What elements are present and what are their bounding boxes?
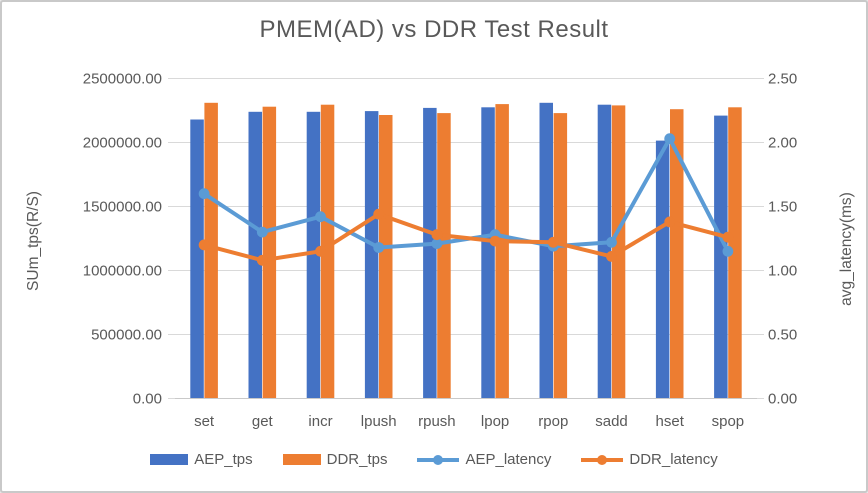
right-axis-tick-label: 1.50: [768, 199, 797, 216]
legend-item-ddr-latency: DDR_latency: [581, 451, 718, 468]
left-axis-tick-label: 500000.00: [91, 327, 162, 344]
x-axis-category-label: spop: [712, 413, 745, 430]
marker-DDR_latency-set: [198, 239, 210, 251]
bar-AEP_tps-set: [190, 119, 204, 399]
bar-AEP_tps-rpush: [423, 107, 437, 399]
bar-DDR_tps-rpush: [437, 113, 451, 399]
legend-swatch-ddr-latency-icon: [581, 454, 624, 466]
marker-AEP_latency-lpush: [373, 242, 385, 253]
legend-label-aep-tps: AEP_tps: [194, 451, 253, 468]
legend-item-aep-tps: AEP_tps: [150, 451, 253, 468]
bars-DDR_tps: [204, 102, 742, 399]
bar-DDR_tps-get: [262, 106, 277, 399]
x-axis-category-label: rpop: [538, 413, 568, 430]
marker-AEP_latency-get: [256, 226, 268, 238]
marker-DDR_latency-spop: [722, 231, 734, 243]
line-DDR_latency: [198, 208, 734, 266]
bar-DDR_tps-incr: [320, 104, 335, 399]
bar-DDR_tps-lpop: [495, 104, 509, 399]
bar-DDR_tps-hset: [670, 109, 684, 399]
legend-swatch-aep-tps-icon: [150, 454, 189, 465]
right-axis-tick-label: 0.50: [768, 327, 797, 344]
bar-AEP_tps-sadd: [597, 104, 612, 399]
marker-AEP_latency-set: [198, 188, 210, 200]
left-axis-tick-label: 2000000.00: [83, 135, 162, 152]
marker-DDR_latency-lpush: [373, 208, 385, 220]
marker-DDR_latency-incr: [315, 245, 326, 257]
right-axis-tick-label: 1.00: [768, 263, 797, 280]
marker-DDR_latency-rpush: [431, 229, 443, 241]
marker-DDR_latency-rpop: [547, 236, 559, 248]
left-axis-tick-label: 2500000.00: [83, 71, 162, 88]
left-axis-tick-label: 1000000.00: [83, 263, 162, 280]
x-axis-category-label: hset: [656, 413, 685, 430]
x-axis-category-label: get: [252, 413, 274, 430]
marker-AEP_latency-hset: [664, 133, 676, 145]
bar-DDR_tps-rpop: [553, 113, 568, 399]
left-axis-tick-label: 1500000.00: [83, 199, 162, 216]
marker-DDR_latency-lpop: [489, 235, 501, 247]
legend-swatch-aep-latency-icon: [417, 454, 460, 466]
bar-AEP_tps-lpop: [481, 107, 495, 399]
x-axis-category-label: incr: [308, 413, 332, 430]
bars-AEP_tps: [190, 102, 728, 399]
legend-swatch-ddr-tps-icon: [282, 454, 321, 465]
left-axis-tick-label: 0.00: [133, 391, 162, 408]
bar-AEP_tps-spop: [714, 115, 728, 399]
legend-item-ddr-tps: DDR_tps: [282, 451, 388, 468]
bar-DDR_tps-spop: [728, 107, 742, 399]
x-axis-category-label: lpush: [361, 413, 397, 430]
marker-DDR_latency-get: [256, 254, 268, 266]
legend-label-ddr-tps: DDR_tps: [326, 451, 388, 468]
right-axis-tick-label: 2.50: [768, 71, 797, 88]
chart-title: PMEM(AD) vs DDR Test Result: [259, 16, 609, 43]
bar-AEP_tps-get: [248, 111, 262, 399]
marker-AEP_latency-spop: [722, 245, 734, 257]
x-axis-category-label: rpush: [418, 413, 456, 430]
marker-AEP_latency-sadd: [606, 236, 617, 248]
bar-AEP_tps-lpush: [364, 111, 379, 399]
x-axis-category-label: lpop: [481, 413, 509, 430]
right-axis-tick-label: 0.00: [768, 391, 797, 408]
legend-item-aep-latency: AEP_latency: [417, 451, 551, 468]
bar-DDR_tps-lpush: [379, 115, 393, 399]
bar-AEP_tps-hset: [655, 140, 670, 399]
marker-DDR_latency-sadd: [606, 251, 617, 262]
bar-AEP_tps-rpop: [539, 102, 553, 399]
x-axis-category-label: set: [194, 413, 215, 430]
marker-AEP_latency-rpush: [431, 238, 443, 250]
legend-label-ddr-latency: DDR_latency: [629, 451, 718, 468]
axis-tick-labels: 2500000.00 2000000.00 1500000.00 1000000.00…: [83, 71, 797, 431]
right-axis-tick-label: 2.00: [768, 135, 797, 152]
bar-AEP_tps-incr: [306, 111, 321, 399]
legend-label-aep-latency: AEP_latency: [465, 451, 552, 468]
x-axis-category-label: sadd: [595, 413, 628, 430]
marker-AEP_latency-incr: [315, 211, 326, 223]
bar-DDR_tps-set: [204, 102, 218, 399]
marker-DDR_latency-hset: [664, 216, 676, 228]
legend: AEP_tps DDR_tps AEP_latency DDR_latency: [2, 451, 866, 468]
